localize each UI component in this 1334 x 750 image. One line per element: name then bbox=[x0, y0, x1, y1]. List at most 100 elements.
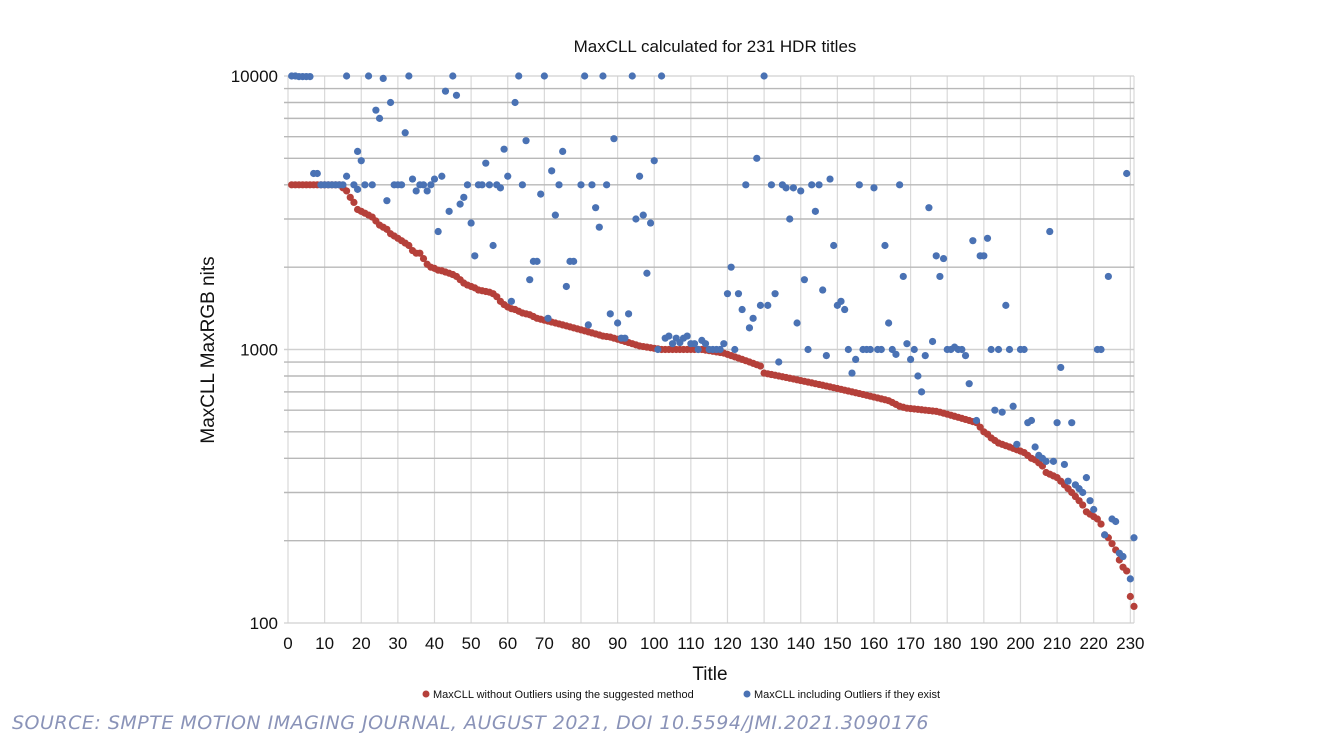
data-point-with-outliers bbox=[1042, 457, 1050, 465]
data-point-with-outliers bbox=[694, 345, 702, 354]
data-point-with-outliers bbox=[342, 72, 351, 80]
data-point-without-outliers bbox=[1079, 501, 1087, 509]
x-tick-label: 70 bbox=[535, 634, 554, 653]
data-point-with-outliers bbox=[372, 106, 380, 114]
data-point-with-outliers bbox=[844, 345, 852, 354]
y-axis-ticks: 100 1000 10000 bbox=[231, 67, 278, 633]
x-tick-label: 20 bbox=[352, 634, 371, 653]
x-tick-label: 190 bbox=[970, 634, 998, 653]
data-point-with-outliers bbox=[364, 72, 373, 80]
data-point-with-outliers bbox=[1086, 497, 1094, 505]
data-point-with-outliers bbox=[1104, 272, 1112, 281]
data-point-with-outliers bbox=[881, 241, 889, 250]
data-point-with-outliers bbox=[603, 181, 611, 189]
data-point-with-outliers bbox=[628, 72, 636, 80]
data-point-with-outliers bbox=[991, 406, 999, 414]
data-point-with-outliers bbox=[885, 319, 893, 327]
data-point-with-outliers bbox=[1097, 345, 1105, 354]
data-point-with-outliers bbox=[353, 185, 362, 193]
data-point-with-outliers bbox=[544, 314, 552, 322]
x-tick-label: 150 bbox=[823, 634, 851, 653]
data-point-with-outliers bbox=[515, 72, 523, 80]
data-point-with-outliers bbox=[434, 227, 442, 236]
data-point-with-outliers bbox=[419, 181, 428, 189]
data-point-with-outliers bbox=[1009, 402, 1017, 410]
data-point-with-outliers bbox=[910, 345, 918, 354]
data-point-with-outliers bbox=[405, 72, 413, 80]
data-point-with-outliers bbox=[595, 223, 603, 231]
data-point-with-outliers bbox=[397, 181, 406, 189]
data-point-with-outliers bbox=[819, 286, 827, 294]
data-point-with-outliers bbox=[756, 301, 765, 309]
data-point-with-outliers bbox=[1049, 457, 1058, 465]
y-tick-label: 100 bbox=[250, 614, 278, 633]
grid bbox=[284, 75, 1135, 624]
data-point-with-outliers bbox=[808, 181, 816, 189]
data-point-with-outliers bbox=[1057, 363, 1065, 372]
series-with-outliers bbox=[288, 72, 1138, 583]
data-point-with-outliers bbox=[581, 72, 589, 80]
data-point-with-outliers bbox=[789, 184, 798, 192]
data-point-with-outliers bbox=[562, 282, 570, 291]
data-point-with-outliers bbox=[507, 297, 516, 305]
data-point-with-outliers bbox=[1079, 488, 1087, 497]
data-point-without-outliers bbox=[1123, 567, 1131, 575]
data-point-with-outliers bbox=[606, 310, 614, 318]
data-point-with-outliers bbox=[632, 215, 640, 223]
data-point-with-outliers bbox=[467, 219, 475, 227]
data-point-with-outliers bbox=[921, 351, 929, 360]
data-point-with-outliers bbox=[599, 72, 607, 80]
data-point-with-outliers bbox=[1002, 301, 1010, 309]
data-point-with-outliers bbox=[361, 181, 369, 189]
data-point-with-outliers bbox=[939, 254, 948, 263]
data-point-with-outliers bbox=[1020, 345, 1028, 354]
x-tick-label: 220 bbox=[1080, 634, 1108, 653]
data-point-with-outliers bbox=[342, 172, 351, 180]
data-point-with-outliers bbox=[654, 345, 662, 354]
data-point-without-outliers bbox=[350, 198, 358, 207]
data-point-without-outliers bbox=[419, 254, 428, 263]
x-tick-label: 60 bbox=[498, 634, 517, 653]
data-point-with-outliers bbox=[588, 181, 596, 189]
data-point-with-outliers bbox=[339, 181, 347, 189]
data-point-with-outliers bbox=[906, 355, 915, 364]
x-tick-label: 180 bbox=[933, 634, 961, 653]
data-point-with-outliers bbox=[786, 215, 794, 223]
data-point-with-outliers bbox=[841, 305, 849, 314]
data-point-with-outliers bbox=[584, 321, 592, 329]
data-point-with-outliers bbox=[852, 355, 860, 364]
data-point-with-outliers bbox=[917, 388, 926, 396]
data-point-with-outliers bbox=[936, 272, 944, 281]
data-point-without-outliers bbox=[416, 249, 424, 257]
data-point-with-outliers bbox=[621, 334, 629, 342]
data-point-with-outliers bbox=[800, 276, 808, 284]
y-axis-label: MaxCLL MaxRGB nits bbox=[198, 256, 219, 443]
data-point-with-outliers bbox=[1060, 460, 1069, 469]
data-point-with-outliers bbox=[903, 340, 911, 348]
data-point-with-outliers bbox=[723, 290, 732, 298]
x-tick-label: 210 bbox=[1043, 634, 1071, 653]
data-point-with-outliers bbox=[526, 276, 534, 284]
data-point-with-outliers bbox=[1046, 227, 1054, 236]
data-point-with-outliers bbox=[745, 324, 754, 332]
x-tick-label: 0 bbox=[283, 634, 292, 653]
data-point-with-outliers bbox=[1005, 345, 1014, 354]
data-point-with-outliers bbox=[972, 416, 981, 425]
data-point-with-outliers bbox=[643, 269, 651, 277]
data-point-with-outliers bbox=[511, 98, 519, 107]
data-point-with-outliers bbox=[1064, 477, 1072, 485]
data-point-with-outliers bbox=[1090, 505, 1098, 514]
data-point-with-outliers bbox=[1112, 517, 1120, 526]
data-point-with-outliers bbox=[614, 319, 622, 327]
data-point-with-outliers bbox=[452, 91, 461, 99]
data-point-with-outliers bbox=[635, 172, 644, 180]
data-point-with-outliers bbox=[720, 340, 728, 348]
data-point-with-outliers bbox=[449, 72, 457, 80]
x-tick-label: 40 bbox=[425, 634, 444, 653]
data-point-with-outliers bbox=[683, 332, 691, 340]
data-point-with-outliers bbox=[760, 72, 768, 80]
data-point-with-outliers bbox=[313, 169, 321, 178]
x-tick-label: 140 bbox=[787, 634, 815, 653]
data-point-with-outliers bbox=[427, 181, 435, 189]
data-point-with-outliers bbox=[734, 290, 743, 298]
